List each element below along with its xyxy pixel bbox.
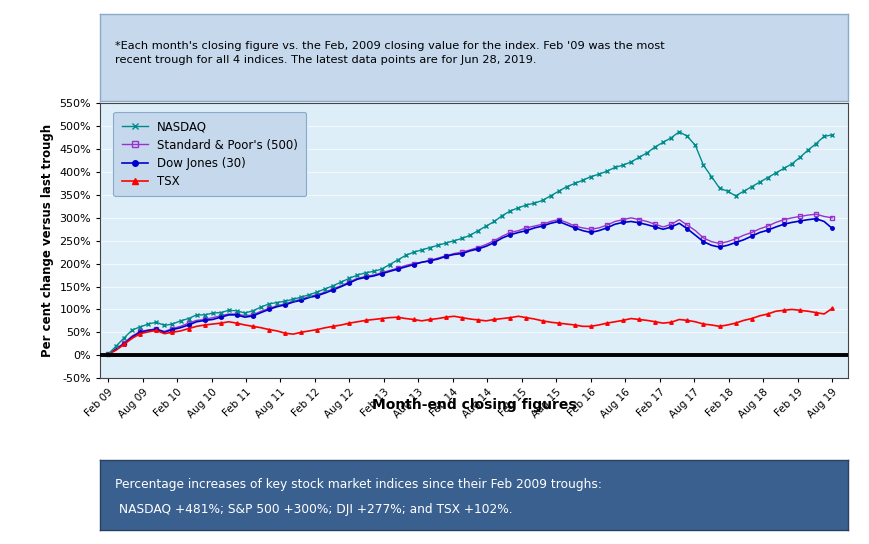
Standard & Poor's (500) — [288, 298, 298, 305]
Text: Month-end closing figures: Month-end closing figures — [371, 398, 576, 412]
Text: NASDAQ +481%; S&P 500 +300%; DJI +277%; and TSX +102%.: NASDAQ +481%; S&P 500 +300%; DJI +277%; … — [115, 503, 512, 516]
Dow Jones (30) — [810, 215, 820, 222]
TSX — [191, 323, 202, 330]
Standard & Poor's (500) — [810, 211, 820, 218]
NASDAQ — [721, 188, 732, 195]
Line: Standard & Poor's (500): Standard & Poor's (500) — [106, 212, 833, 356]
Standard & Poor's (500) — [713, 240, 724, 247]
NASDAQ — [271, 299, 282, 306]
TSX — [288, 331, 298, 337]
Line: TSX: TSX — [106, 307, 833, 356]
Text: Percentage increases of key stock market indices since their Feb 2009 troughs:: Percentage increases of key stock market… — [115, 478, 601, 491]
Dow Jones (30) — [191, 318, 202, 325]
NASDAQ — [826, 132, 837, 138]
Line: Dow Jones (30): Dow Jones (30) — [106, 217, 833, 356]
Dow Jones (30) — [271, 304, 282, 310]
Standard & Poor's (500) — [818, 213, 828, 220]
Standard & Poor's (500) — [191, 317, 202, 324]
TSX — [802, 308, 813, 314]
Dow Jones (30) — [103, 351, 113, 357]
TSX — [810, 310, 820, 316]
NASDAQ — [103, 351, 113, 357]
Standard & Poor's (500) — [802, 212, 813, 218]
Y-axis label: Per cent change versus last trough: Per cent change versus last trough — [41, 124, 54, 357]
NASDAQ — [818, 133, 828, 140]
Line: NASDAQ: NASDAQ — [106, 129, 833, 356]
NASDAQ — [191, 312, 202, 318]
Dow Jones (30) — [818, 218, 828, 225]
TSX — [271, 327, 282, 334]
Dow Jones (30) — [826, 225, 837, 232]
NASDAQ — [673, 128, 684, 135]
NASDAQ — [810, 140, 820, 147]
Standard & Poor's (500) — [103, 351, 113, 357]
Dow Jones (30) — [802, 217, 813, 223]
Dow Jones (30) — [713, 244, 724, 250]
TSX — [103, 351, 113, 357]
TSX — [826, 305, 837, 312]
Standard & Poor's (500) — [271, 302, 282, 309]
TSX — [713, 323, 724, 330]
NASDAQ — [288, 296, 298, 302]
Legend: NASDAQ, Standard & Poor's (500), Dow Jones (30), TSX: NASDAQ, Standard & Poor's (500), Dow Jon… — [113, 112, 306, 196]
Dow Jones (30) — [288, 299, 298, 305]
Standard & Poor's (500) — [826, 214, 837, 221]
Text: *Each month's closing figure vs. the Feb, 2009 closing value for the index. Feb : *Each month's closing figure vs. the Feb… — [115, 41, 664, 65]
